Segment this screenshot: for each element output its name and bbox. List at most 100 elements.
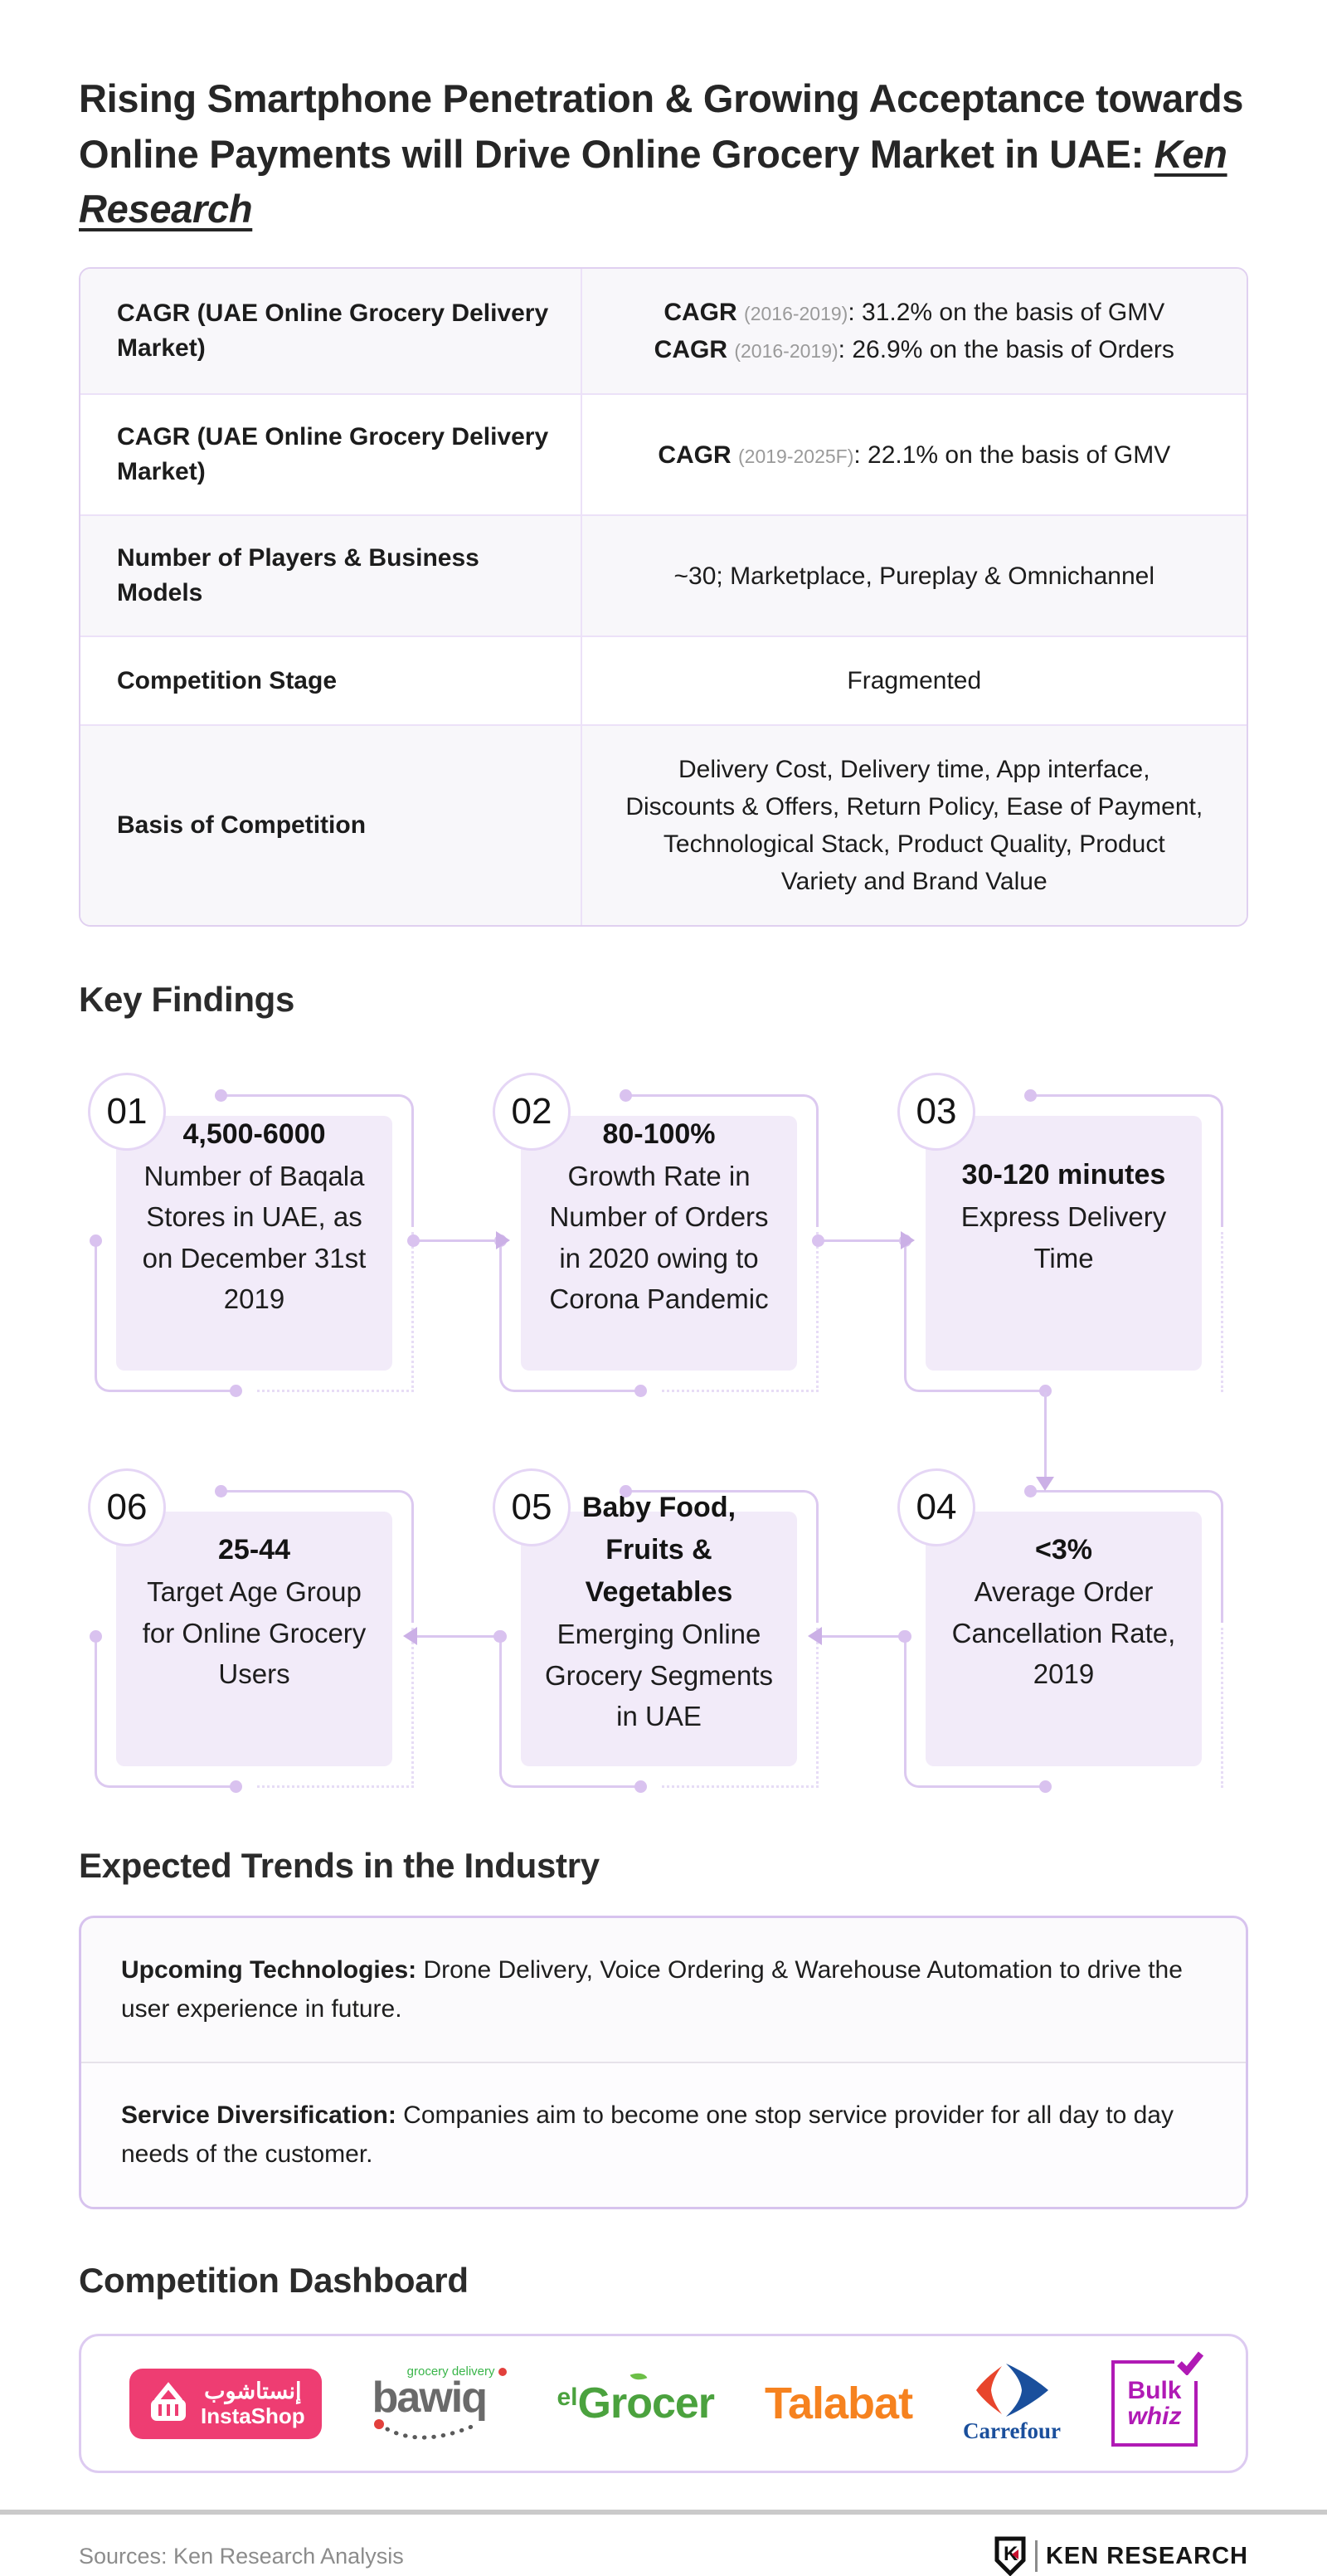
finding-number: 05 — [493, 1468, 571, 1547]
connector-dotted — [662, 1785, 819, 1789]
key-findings-heading: Key Findings — [79, 980, 295, 1020]
page: Rising Smartphone Penetration & Growing … — [0, 0, 1327, 2473]
instashop-logo: إنستاشوب InstaShop — [129, 2368, 322, 2439]
finding-stat: <3% — [1035, 1534, 1092, 1566]
bulkwhiz-logo: Bulk whiz — [1111, 2349, 1206, 2447]
key-findings-flow: 01 4,500-6000 Number of Baqala Stores in… — [88, 1073, 1223, 1794]
connector-bracket — [90, 1234, 242, 1398]
bawiq-arc-icon — [373, 2419, 476, 2440]
elgrocer-el: el — [557, 2384, 578, 2412]
cagr-period: (2019-2025F) — [738, 445, 854, 467]
row-label: CAGR (UAE Online Grocery Delivery Market… — [80, 269, 582, 394]
finding-desc: Average Order Cancellation Rate, 2019 — [951, 1576, 1176, 1690]
ken-research-logo: K KEN RESEARCH — [994, 2536, 1248, 2576]
row-label: Number of Players & Business Models — [80, 516, 582, 636]
instashop-latin: InstaShop — [201, 2403, 305, 2428]
connector-bracket — [215, 1485, 414, 1624]
cagr-rest: : 26.9% on the basis of Orders — [838, 336, 1174, 364]
flow-arrow-down-icon — [1036, 1392, 1054, 1492]
finding-card: 80-100% Growth Rate in Number of Orders … — [521, 1116, 797, 1371]
trend-label: Service Diversification: — [121, 2101, 396, 2130]
svg-text:C: C — [999, 2374, 1020, 2407]
finding-card: Baby Food, Fruits & Vegetables Emerging … — [521, 1492, 797, 1767]
finding-number: 03 — [897, 1073, 975, 1152]
trend-item: Service Diversification: Companies aim t… — [81, 2062, 1246, 2208]
bawiq-logo: grocery delivery bawiq — [372, 2364, 507, 2442]
connector-dotted — [662, 1390, 819, 1393]
finding-desc: Number of Baqala Stores in UAE, as on De… — [142, 1160, 367, 1315]
cagr-period: (2016-2019) — [734, 340, 838, 363]
finding-stat: 80-100% — [602, 1118, 716, 1150]
cagr-term: CAGR — [664, 299, 737, 327]
row-value: ~30; Marketplace, Pureplay & Omnichannel — [673, 562, 1155, 590]
connector-dotted — [411, 1232, 414, 1393]
finding-number: 06 — [88, 1468, 166, 1547]
connector-bracket — [899, 1234, 1052, 1398]
bawiq-tagline: grocery delivery — [407, 2364, 507, 2379]
instashop-arabic: إنستاشوب — [204, 2378, 302, 2403]
row-value: Fragmented — [847, 667, 982, 695]
finding-number: 04 — [897, 1468, 975, 1547]
talabat-name: Talabat — [765, 2379, 913, 2429]
finding-stat: 4,500-6000 — [182, 1118, 326, 1150]
trend-item: Upcoming Technologies: Drone Delivery, V… — [81, 1918, 1246, 2062]
flow-arrow-right-icon — [407, 1231, 510, 1250]
cagr-line: CAGR (2019-2025F): 22.1% on the basis of… — [624, 436, 1205, 474]
finding-desc: Emerging Online Grocery Segments in UAE — [544, 1619, 774, 1732]
finding-card: 30-120 minutes Express Delivery Time — [926, 1116, 1202, 1371]
row-value: CAGR (2019-2025F): 22.1% on the basis of… — [582, 395, 1247, 514]
row-value: CAGR (2016-2019): 31.2% on the basis of … — [582, 269, 1247, 393]
row-value: Delivery Cost, Delivery time, App interf… — [625, 756, 1203, 896]
connector-dotted — [1221, 1232, 1223, 1393]
flow-arrow-right-icon — [812, 1231, 915, 1250]
finding-card: <3% Average Order Cancellation Rate, 201… — [926, 1512, 1202, 1767]
connector-bracket — [90, 1630, 242, 1794]
connector-bracket — [215, 1089, 414, 1228]
row-label: Basis of Competition — [80, 726, 582, 926]
page-title: Rising Smartphone Penetration & Growing … — [79, 71, 1248, 237]
basket-icon — [151, 2382, 186, 2422]
connector-bracket — [494, 1630, 647, 1794]
trend-text: Companies aim to become one stop service… — [121, 2101, 1174, 2168]
finding-desc: Express Delivery Time — [960, 1201, 1167, 1273]
cagr-period: (2016-2019) — [744, 303, 848, 325]
table-row: CAGR (UAE Online Grocery Delivery Market… — [80, 269, 1247, 394]
finding-stat: 30-120 minutes — [961, 1159, 1166, 1191]
connector-dotted — [816, 1628, 819, 1789]
bawiq-name: bawiq — [372, 2374, 488, 2423]
connector-bracket — [494, 1234, 647, 1398]
finding-04: 04 <3% Average Order Cancellation Rate, … — [897, 1468, 1223, 1794]
finding-number: 02 — [493, 1073, 571, 1152]
ken-logo-divider — [1034, 2540, 1038, 2573]
cagr-rest: : 22.1% on the basis of GMV — [853, 441, 1171, 469]
finding-02: 02 80-100% Growth Rate in Number of Orde… — [493, 1073, 819, 1398]
finding-number: 01 — [88, 1073, 166, 1152]
connector-bracket — [620, 1089, 819, 1228]
connector-dotted — [411, 1628, 414, 1789]
ken-research-link[interactable]: Ken Research — [79, 131, 1227, 231]
cagr-rest: : 31.2% on the basis of GMV — [848, 299, 1165, 327]
connector-bracket — [620, 1485, 819, 1624]
elgrocer-cer: cer — [651, 2379, 715, 2428]
bulkwhiz-frame: Bulk whiz — [1111, 2349, 1206, 2447]
trends-box: Upcoming Technologies: Drone Delivery, V… — [79, 1916, 1248, 2210]
footer: Sources: Ken Research Analysis K KEN RES… — [0, 2515, 1327, 2576]
carrefour-logo: C Carrefour — [963, 2363, 1061, 2444]
elgrocer-o-leaf: o — [626, 2379, 653, 2428]
carrefour-icon: C — [976, 2363, 1049, 2417]
row-label: Competition Stage — [80, 637, 582, 725]
finding-card: 4,500-6000 Number of Baqala Stores in UA… — [116, 1116, 392, 1371]
connector-dotted — [257, 1785, 414, 1789]
finding-desc: Growth Rate in Number of Orders in 2020 … — [549, 1160, 769, 1315]
cagr-line: CAGR (2016-2019): 26.9% on the basis of … — [624, 331, 1205, 368]
trend-label: Upcoming Technologies: — [121, 1956, 417, 1984]
table-row: CAGR (UAE Online Grocery Delivery Market… — [80, 393, 1247, 515]
connector-dotted — [816, 1232, 819, 1393]
cagr-term: CAGR — [658, 441, 732, 469]
ken-shield-icon: K — [994, 2536, 1026, 2576]
connector-bracket — [1024, 1485, 1223, 1624]
cagr-term: CAGR — [654, 336, 727, 364]
finding-stat: Baby Food, Fruits & Vegetables — [581, 1492, 736, 1609]
connector-dotted — [1221, 1628, 1223, 1789]
bulkwhiz-check-icon — [1174, 2349, 1206, 2381]
